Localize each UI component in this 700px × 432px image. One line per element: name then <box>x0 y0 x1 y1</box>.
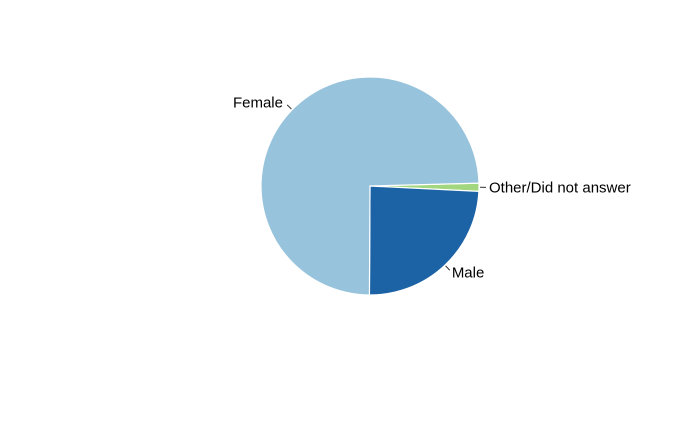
pie-slice-male <box>368 185 480 296</box>
pie-slices <box>260 76 480 296</box>
pie-slice-female <box>260 76 480 296</box>
leader-line-male <box>445 265 451 271</box>
slice-labels: Other/Did not answer Male Female <box>233 95 631 282</box>
label-other-did-not-answer: Other/Did not answer <box>489 179 631 196</box>
label-female: Female <box>233 95 283 112</box>
leader-lines <box>286 104 486 271</box>
label-male: Male <box>452 264 485 281</box>
leader-line-female <box>286 104 292 110</box>
